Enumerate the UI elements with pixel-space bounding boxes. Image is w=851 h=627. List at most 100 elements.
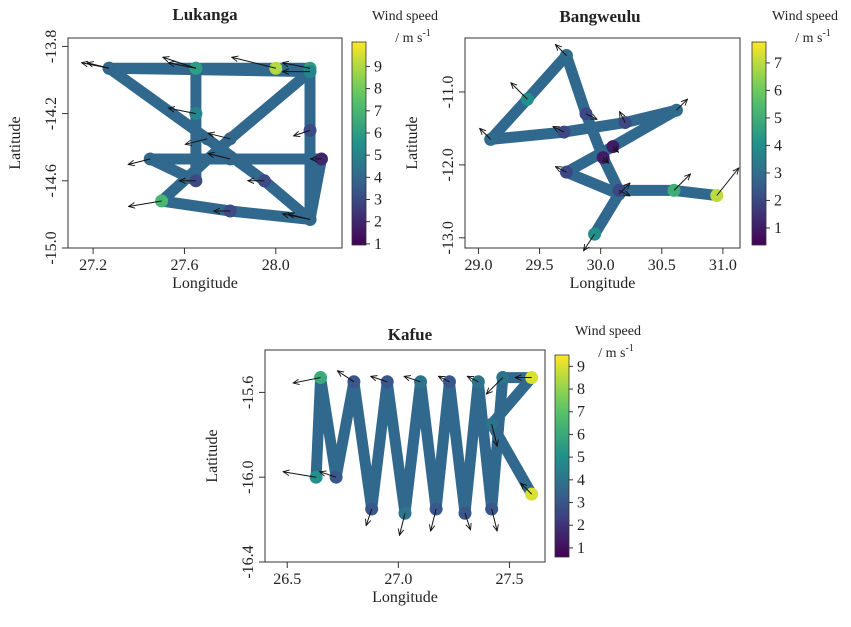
colorbar-tick-label: 6 (774, 82, 782, 99)
colorbar-tick-label: 4 (374, 169, 382, 186)
wind-arrow (555, 45, 567, 56)
wind-arrow (584, 233, 595, 251)
colorbar-label: Wind speed (772, 9, 838, 24)
x-tick-label: 29.0 (464, 257, 492, 274)
x-tick-label: 29.5 (526, 257, 554, 274)
colorbar-tick-label: 2 (774, 192, 782, 209)
wind-arrow (618, 183, 630, 195)
colorbar (751, 41, 767, 246)
wind-arrow (620, 112, 626, 123)
track-point (618, 116, 632, 130)
colorbar-tick-label: 5 (774, 110, 782, 127)
colorbar-tick-label: 1 (774, 220, 782, 237)
wind-arrow (371, 376, 388, 383)
unit-text: / m s (395, 31, 422, 46)
wind-arrow (438, 376, 450, 383)
colorbar-tick-label: 8 (577, 381, 585, 398)
wind-arrow (168, 63, 196, 69)
wind-arrow (208, 133, 231, 140)
colorbar-tick-label: 6 (374, 125, 382, 142)
wind-arrow (486, 377, 504, 395)
wind-arrow (673, 174, 691, 191)
unit-exponent: -1 (822, 28, 830, 39)
wind-arrow (128, 158, 151, 165)
wind-arrow (283, 63, 311, 69)
colorbar-label: Wind speed (372, 9, 438, 24)
y-tick-label: -15.0 (43, 231, 60, 264)
colorbar-tick-label: 3 (774, 165, 782, 182)
wind-arrow (553, 127, 565, 133)
colorbar-label: Wind speed (575, 324, 641, 339)
wind-arrow (521, 483, 533, 495)
colorbar-tick-label: 5 (374, 147, 382, 164)
colorbar-tick-label: 9 (577, 358, 585, 375)
wind-arrow (320, 472, 337, 478)
colorbar-tick-label: 2 (374, 214, 382, 231)
wind-arrow (467, 376, 479, 383)
y-axis-label: Latitude (404, 116, 421, 169)
wind-arrow (464, 513, 471, 530)
wind-arrow (676, 99, 687, 111)
colorbar-tick-label: 9 (374, 58, 382, 75)
x-tick-label: 28.0 (262, 257, 290, 274)
wind-arrow (555, 167, 567, 173)
wind-arrow (491, 424, 498, 446)
wind-arrow (283, 472, 317, 478)
unit-text: / m s (795, 31, 822, 46)
plot-frame (67, 37, 343, 249)
wind-arrow (613, 147, 619, 153)
unit-exponent: -1 (422, 28, 430, 39)
colorbar-tick-label: 2 (577, 517, 585, 534)
x-tick-label: 30.0 (587, 257, 615, 274)
wind-arrow (163, 57, 197, 69)
flight-track (485, 50, 723, 240)
wind-arrow (294, 129, 311, 136)
y-tick-label: -13.8 (43, 30, 60, 63)
y-axis-label: Latitude (204, 429, 221, 482)
x-axis-label: Longitude (372, 589, 438, 606)
flight-track (310, 372, 538, 519)
colorbar (554, 354, 570, 558)
colorbar-tick-label: 7 (774, 55, 782, 72)
y-tick-label: -14.2 (43, 97, 60, 130)
x-tick-label: 27.2 (79, 257, 107, 274)
y-tick-label: -13.0 (440, 221, 457, 254)
y-tick-label: -16.4 (240, 545, 257, 578)
wind-arrow (232, 57, 276, 69)
wind-arrow (491, 508, 498, 531)
plot-frame (264, 349, 546, 563)
unit-exponent: -1 (625, 343, 633, 354)
x-axis-label: Longitude (172, 275, 238, 292)
colorbar-tick-label: 4 (577, 472, 585, 489)
colorbar-tick-label: 8 (374, 81, 382, 98)
x-tick-label: 26.5 (273, 571, 301, 588)
y-tick-label: -15.6 (240, 376, 257, 409)
x-tick-label: 31.0 (709, 257, 737, 274)
y-tick-label: -11.0 (440, 76, 457, 109)
colorbar-tick-label: 6 (577, 426, 585, 443)
wind-arrow (511, 83, 528, 100)
wind-arrow (618, 189, 630, 196)
unit-text: / m s (598, 346, 625, 361)
wind-arrow (603, 158, 609, 164)
wind-arrow (585, 113, 597, 120)
wind-arrow (168, 108, 196, 115)
colorbar-tick-label: 3 (374, 192, 382, 209)
panel-title: Lukanga (172, 5, 238, 24)
wind-arrow (208, 153, 231, 160)
y-tick-label: -16.0 (240, 461, 257, 494)
wind-arrow (293, 377, 321, 384)
wind-arrow (404, 376, 421, 383)
x-axis-label: Longitude (570, 275, 636, 292)
wind-arrow (480, 128, 492, 140)
colorbar-unit: / m s-1 (795, 28, 831, 46)
plot-frame (464, 37, 741, 249)
wind-arrow (288, 214, 311, 220)
colorbar-tick-label: 5 (577, 449, 585, 466)
colorbar-tick-label: 4 (774, 137, 782, 154)
x-tick-label: 30.5 (648, 257, 676, 274)
colorbar-tick-label: 7 (577, 404, 585, 421)
colorbar-tick-label: 1 (374, 236, 382, 253)
wind-arrow (337, 371, 355, 383)
